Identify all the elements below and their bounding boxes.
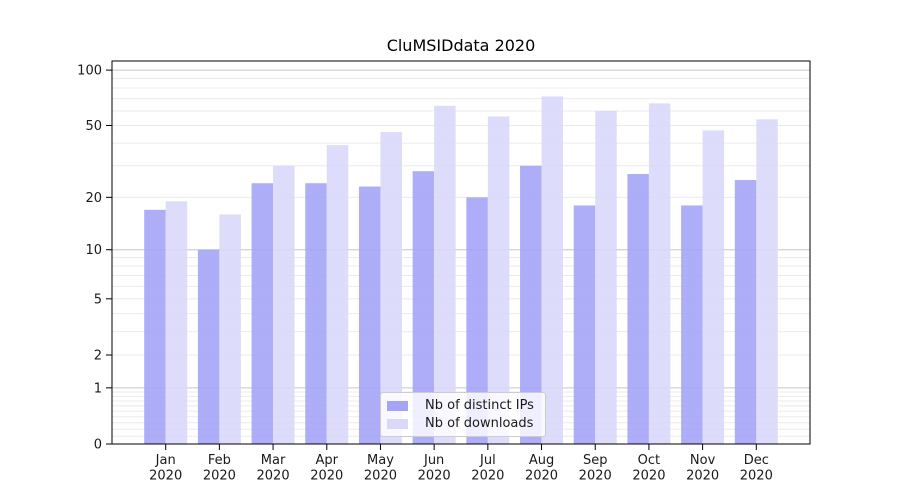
x-tick-label-month: Jun — [423, 453, 444, 468]
x-tick-label-month: May — [367, 453, 394, 468]
downloads-bar-nov — [702, 130, 725, 444]
x-tick-label-month: Mar — [261, 453, 286, 468]
x-tick-label-month: Jan — [155, 453, 176, 468]
distinct-ips-bar-dec — [734, 180, 757, 444]
y-tick-label: 5 — [94, 292, 102, 307]
x-tick-label-year: 2020 — [418, 469, 451, 484]
x-tick-label-year: 2020 — [149, 469, 182, 484]
downloads-bar-apr — [326, 145, 349, 445]
x-tick-label-year: 2020 — [310, 469, 343, 484]
downloads-bar-feb — [219, 214, 241, 444]
x-tick-label-month: Apr — [316, 453, 339, 468]
distinct-ips-bar-oct — [627, 174, 649, 444]
legend-item-downloads: Nb of downloads — [387, 416, 539, 432]
legend-item-distinct-ips: Nb of distinct IPs — [387, 398, 539, 414]
distinct-ips-bar-jun — [412, 171, 435, 444]
distinct-ips-bar-sep — [573, 205, 596, 444]
x-tick-label-month: Jul — [479, 453, 496, 468]
distinct-ips-bar-aug — [520, 165, 542, 444]
downloads-bar-dec — [756, 119, 778, 444]
x-tick-label-year: 2020 — [579, 469, 612, 484]
distinct-ips-bar-mar — [251, 183, 274, 444]
distinct-ips-bar-nov — [681, 205, 703, 444]
x-tick-label-year: 2020 — [740, 469, 773, 484]
x-tick-label-month: Oct — [638, 453, 660, 468]
downloads-bar-sep — [595, 110, 617, 444]
chart-title: CluMSIDdata 2020 — [386, 36, 536, 55]
legend-swatch-distinct-ips — [387, 400, 408, 411]
x-tick-label-month: Sep — [583, 453, 608, 468]
x-tick-label-year: 2020 — [364, 469, 397, 484]
y-tick-label: 20 — [85, 191, 102, 206]
y-tick-label: 10 — [85, 243, 102, 258]
chart-legend: Nb of distinct IPs Nb of downloads — [380, 392, 546, 437]
downloads-bar-jun — [434, 105, 456, 445]
x-tick-label-month: Aug — [529, 453, 554, 468]
y-tick-label: 1 — [94, 381, 102, 396]
y-tick-label: 50 — [85, 119, 102, 134]
x-tick-label-year: 2020 — [471, 469, 504, 484]
plot-border — [111, 60, 811, 445]
downloads-bar-may — [380, 132, 402, 444]
downloads-bar-jul — [487, 116, 510, 445]
distinct-ips-bar-may — [358, 186, 381, 444]
downloads-bar-aug — [541, 96, 564, 444]
x-tick-label-month: Nov — [690, 453, 716, 468]
distinct-ips-bar-jan — [144, 209, 166, 444]
distinct-ips-bar-jul — [466, 197, 488, 444]
y-tick-label: 100 — [77, 64, 102, 79]
x-tick-label-year: 2020 — [203, 469, 236, 484]
downloads-bar-jan — [165, 201, 188, 444]
x-tick-label-year: 2020 — [525, 469, 558, 484]
downloads-bar-oct — [648, 103, 671, 445]
y-tick-label: 0 — [94, 438, 102, 453]
x-tick-label-month: Feb — [208, 453, 231, 468]
x-tick-label-year: 2020 — [257, 469, 290, 484]
x-tick-label-year: 2020 — [686, 469, 719, 484]
y-tick-label: 2 — [94, 348, 102, 363]
legend-swatch-downloads — [387, 418, 408, 429]
x-tick-label-year: 2020 — [632, 469, 665, 484]
downloads-bar-mar — [273, 165, 295, 444]
distinct-ips-bar-apr — [305, 183, 327, 444]
legend-label-distinct-ips: Nb of distinct IPs — [425, 398, 534, 413]
x-tick-label-month: Dec — [744, 453, 769, 468]
distinct-ips-bar-feb — [197, 249, 220, 444]
legend-label-downloads: Nb of downloads — [425, 416, 534, 431]
